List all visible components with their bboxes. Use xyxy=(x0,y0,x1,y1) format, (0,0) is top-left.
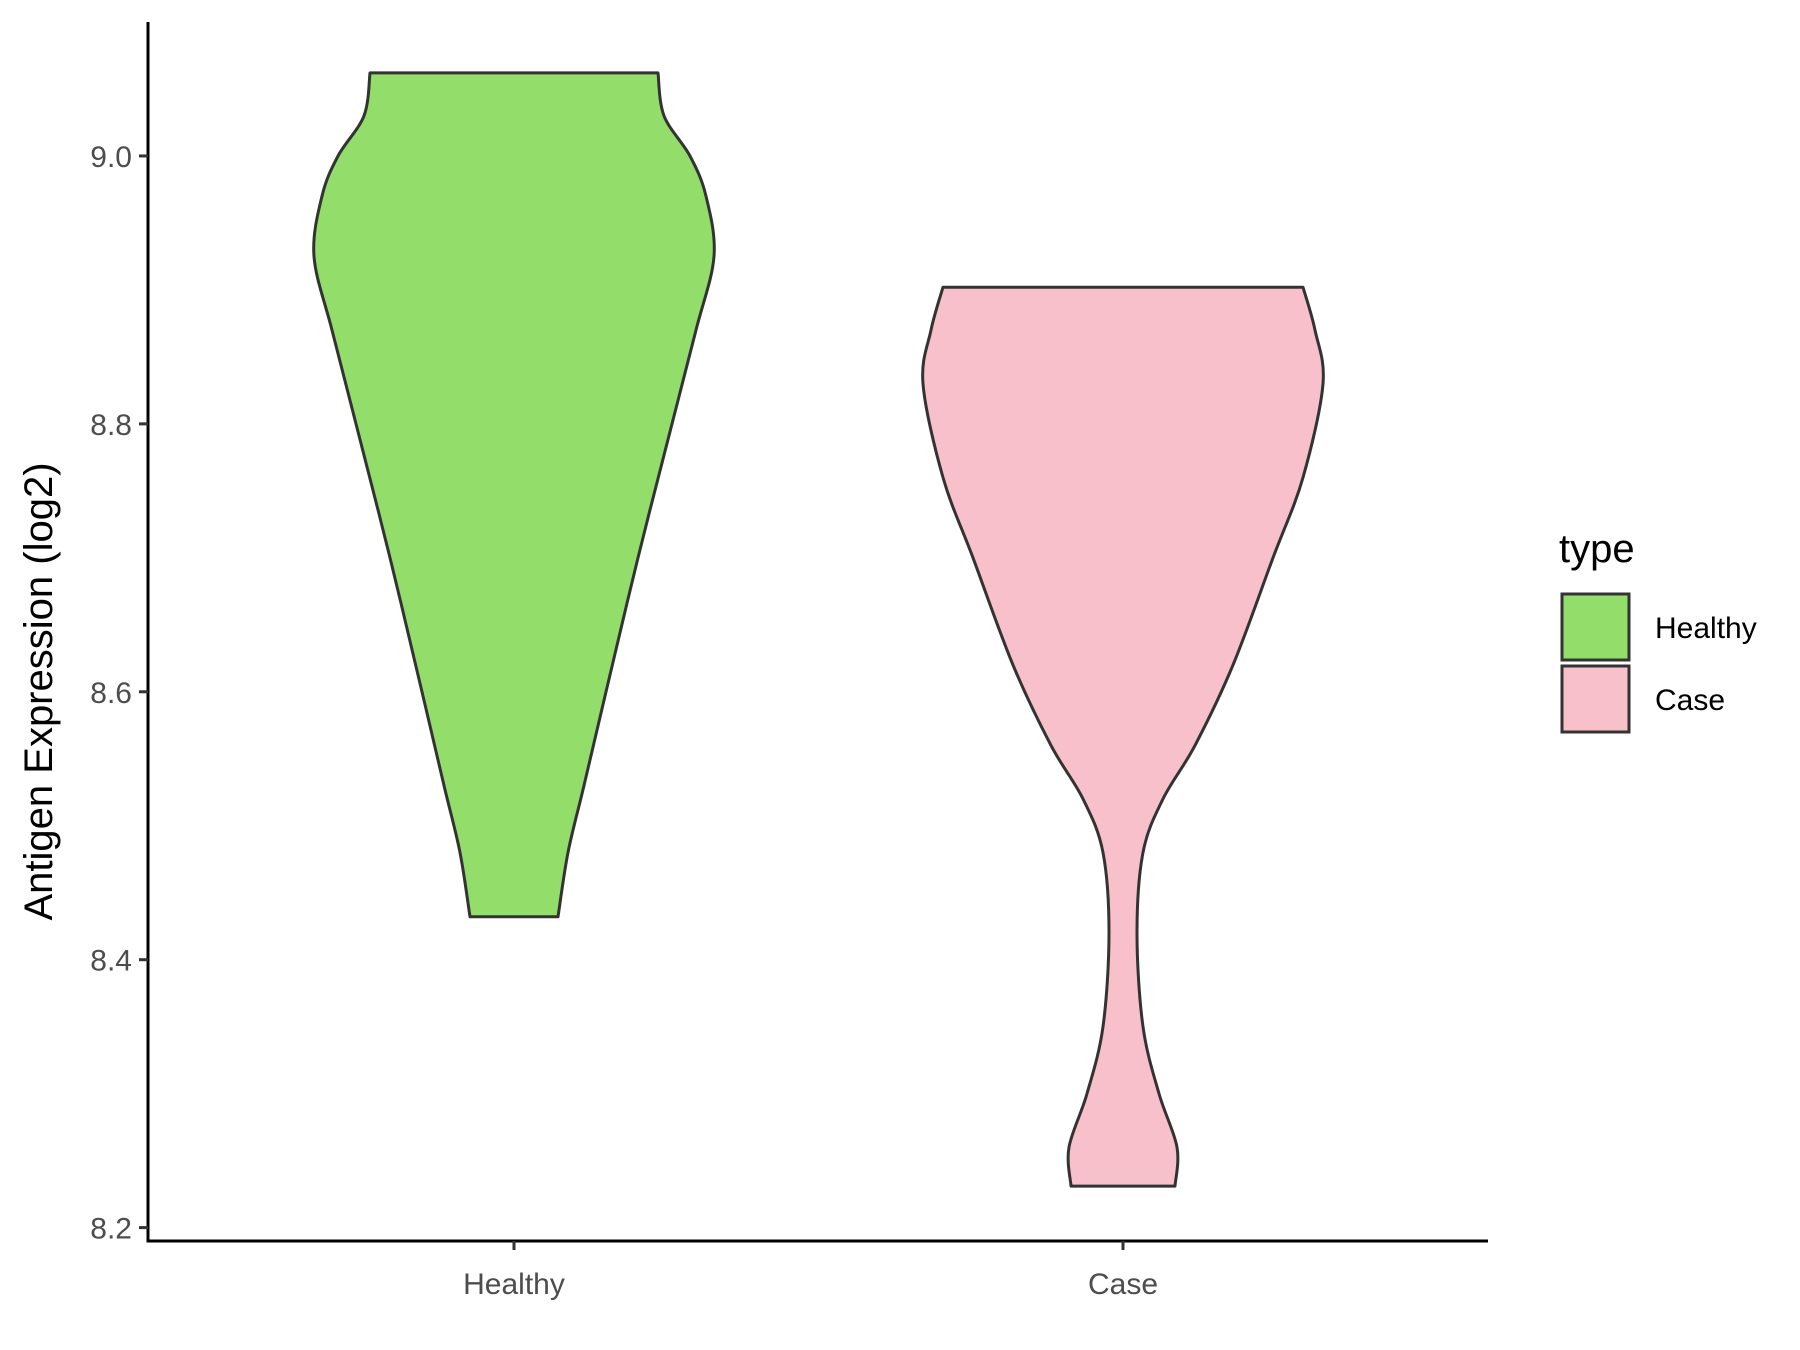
y-tick-label: 8.2 xyxy=(90,1213,132,1246)
axes: 8.2 8.4 8.6 8.8 9.0 Healthy Case xyxy=(90,22,1488,1301)
axis-lines xyxy=(146,22,1488,1243)
violin-group xyxy=(312,71,1325,1188)
y-axis-ticks: 8.2 8.4 8.6 8.8 9.0 xyxy=(90,141,148,1246)
violin-healthy xyxy=(312,71,716,919)
y-tick-label: 8.4 xyxy=(90,945,132,978)
legend-key-healthy xyxy=(1560,592,1631,662)
y-axis-title: Antigen Expression (log2) xyxy=(17,462,61,920)
x-tick-label: Case xyxy=(1088,1268,1158,1301)
legend-key-case xyxy=(1560,664,1631,734)
y-tick-label: 8.6 xyxy=(90,677,132,710)
violin-case xyxy=(921,285,1325,1188)
x-tick-label: Healthy xyxy=(463,1268,565,1301)
x-axis-ticks: Healthy Case xyxy=(463,1241,1158,1301)
y-tick-label: 8.8 xyxy=(90,409,132,442)
legend: type Healthy Case xyxy=(1559,527,1757,734)
legend-entries: Healthy Case xyxy=(1560,592,1757,734)
legend-label-healthy: Healthy xyxy=(1655,612,1757,645)
legend-title: type xyxy=(1559,527,1635,571)
y-tick-label: 9.0 xyxy=(90,141,132,174)
legend-label-case: Case xyxy=(1655,684,1725,717)
